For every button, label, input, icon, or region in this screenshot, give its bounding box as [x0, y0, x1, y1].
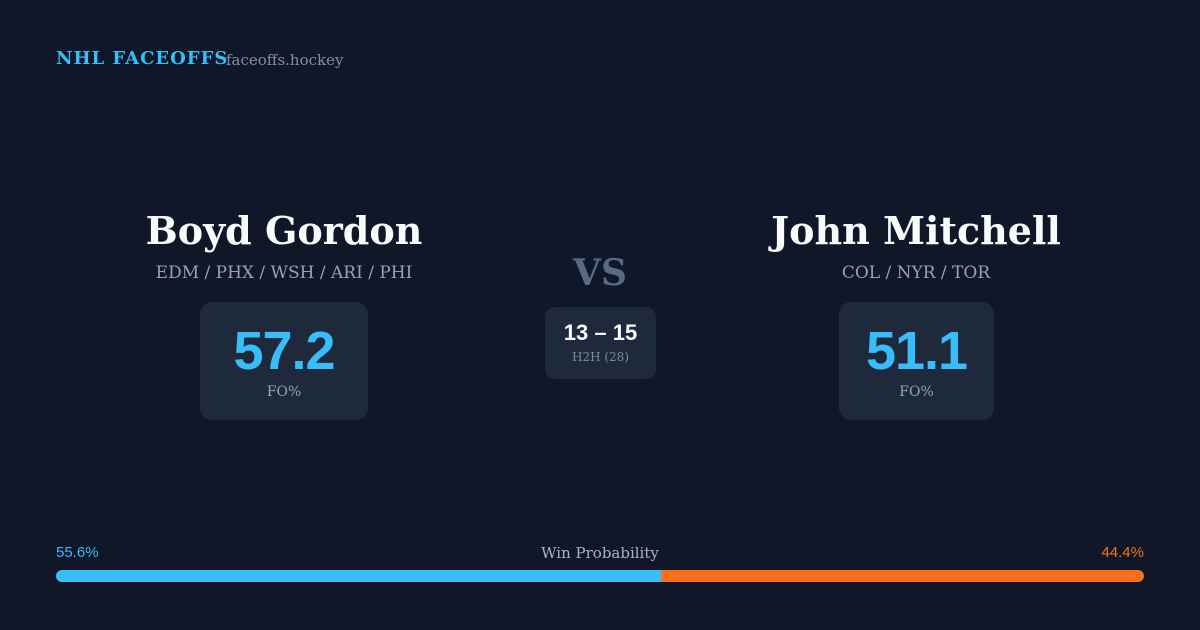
brand[interactable]: NHL FACEOFFS	[56, 48, 229, 69]
win-prob-bar	[56, 570, 1144, 582]
stat-card: 51.1 FO%	[839, 302, 994, 420]
win-prob-right-segment	[660, 570, 1144, 582]
h2h-score: 13 – 15	[563, 320, 638, 345]
player-name: John Mitchell	[771, 208, 1061, 253]
stat-card: 57.2 FO%	[200, 302, 368, 420]
player-teams: EDM / PHX / WSH / ARI / PHI	[155, 263, 413, 283]
stat-value: 51.1	[865, 321, 968, 381]
win-prob-left: 55.6%	[56, 544, 99, 561]
win-prob-title: Win Probability	[541, 544, 659, 562]
versus: VS	[573, 252, 627, 294]
player-name: Boyd Gordon	[145, 208, 423, 253]
player-teams: COL / NYR / TOR	[841, 263, 991, 283]
win-prob-right: 44.4%	[1101, 544, 1144, 561]
stat-value: 57.2	[233, 321, 335, 381]
win-prob-left-segment	[56, 570, 661, 582]
stat-label: FO%	[899, 384, 934, 400]
site-link[interactable]: faceoffs.hockey	[226, 51, 344, 69]
stat-label: FO%	[266, 384, 302, 400]
h2h-label: H2H (28)	[571, 350, 629, 364]
h2h-card: 13 – 15 H2H (28)	[545, 307, 656, 379]
